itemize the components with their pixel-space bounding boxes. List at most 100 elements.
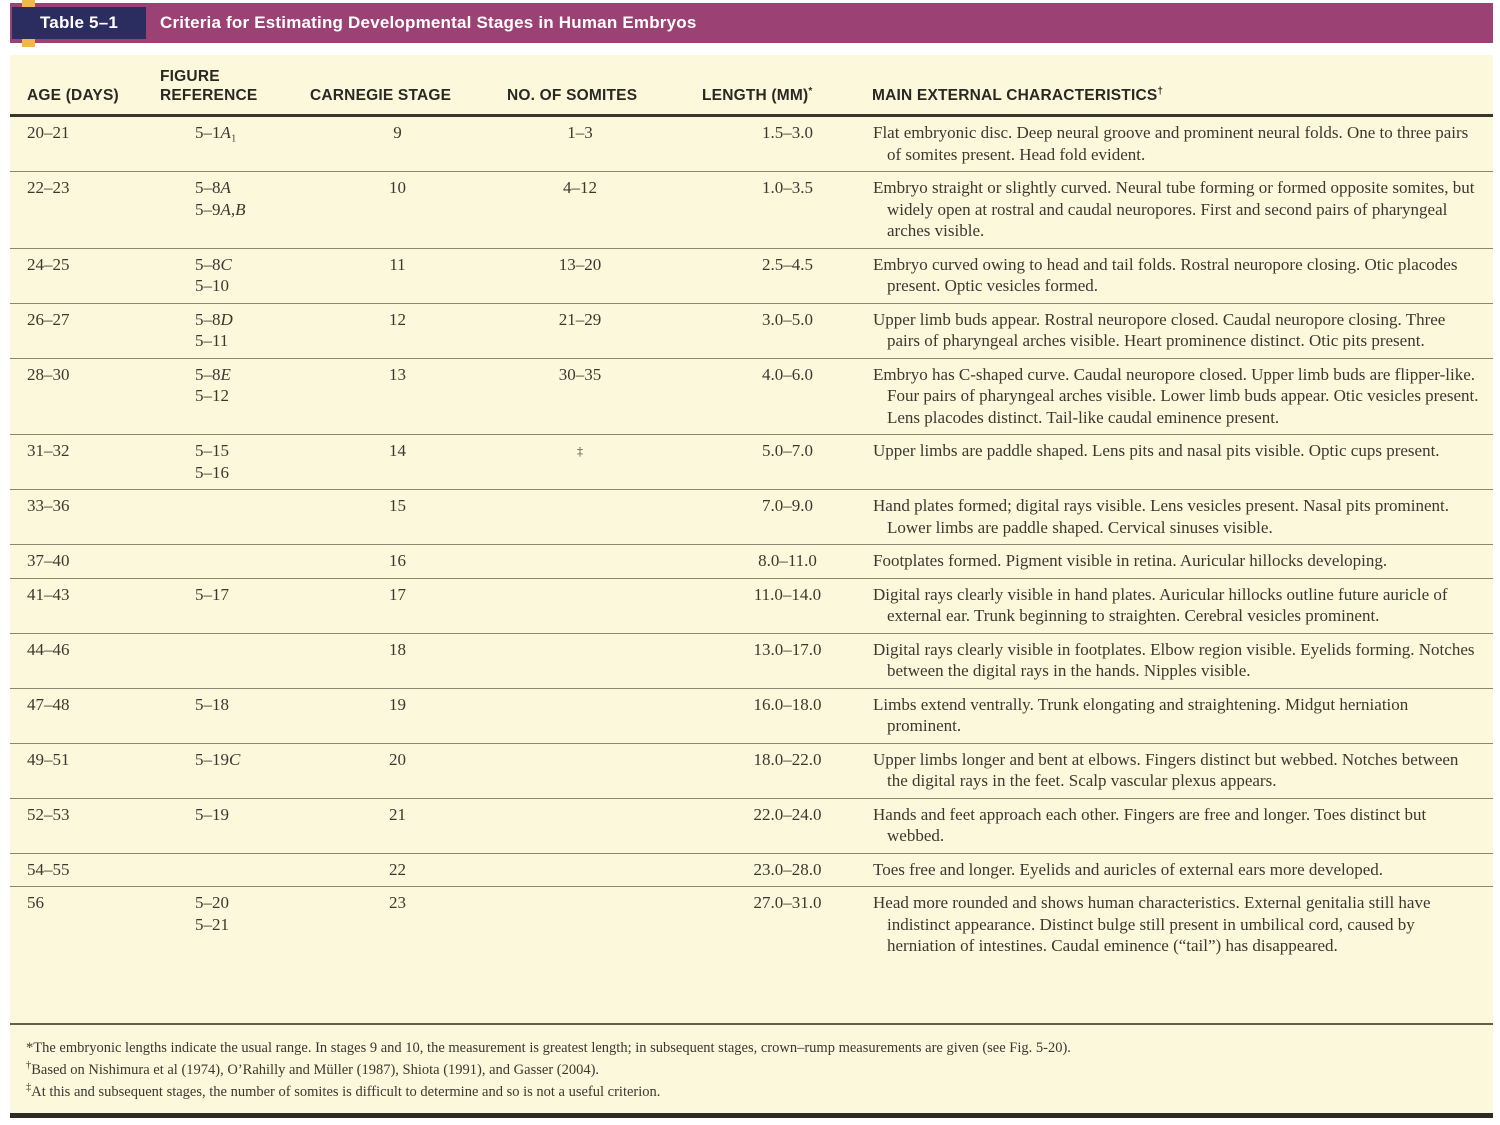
footnote-text: At this and subsequent stages, the numbe… (31, 1084, 661, 1100)
cell-no-of-somites: ‡ (500, 434, 690, 490)
cell-figure-reference: 5–1A₁ (195, 123, 237, 142)
cell-length-mm: 7.0–9.0 (690, 489, 865, 545)
cell-carnegie-stage: 20 (305, 742, 500, 798)
cell-age-days: 54–55 (10, 852, 155, 887)
cell-main-external-characteristics: Footplates formed. Pigment visible in re… (865, 544, 1493, 578)
cell-length-mm: 3.0–5.0 (690, 302, 865, 358)
cell-age-days: 49–51 (10, 742, 155, 798)
cell-length-mm: 1.0–3.5 (690, 171, 865, 248)
column-header-carnegie-stage: CARNEGIE STAGE (305, 55, 500, 117)
table-row: 26–27 5–8D 5–11 12 21–29 3.0–5.0 Upper l… (10, 302, 1493, 358)
cell-length-mm: 23.0–28.0 (690, 852, 865, 887)
table-body: 20–21 5–1A₁ 9 1–3 1.5–3.0 Flat embryonic… (10, 116, 1493, 963)
cell-length-mm: 22.0–24.0 (690, 797, 865, 853)
cell-length-mm: 2.5–4.5 (690, 247, 865, 303)
cell-no-of-somites (500, 544, 690, 578)
cell-no-of-somites: 30–35 (500, 357, 690, 435)
cell-age-days: 22–23 (10, 171, 155, 248)
cell-main-external-characteristics: Flat embryonic disc. Deep neural groove … (873, 123, 1469, 164)
table-sheet: AGE (DAYS) FIGURE REFERENCE CARNEGIE STA… (10, 55, 1493, 1118)
cell-main-external-characteristics: Toes free and longer. Eyelids and auricl… (865, 852, 1493, 887)
footnote-marker-dagger: † (1157, 85, 1163, 97)
cell-age-days: 47–48 (10, 687, 155, 743)
stages-table: AGE (DAYS) FIGURE REFERENCE CARNEGIE STA… (10, 55, 1493, 963)
cell-length-mm: 5.0–7.0 (690, 434, 865, 490)
cell-figure-reference: 5–20 5–21 (155, 886, 305, 963)
table-number-label: Table 5–1 (39, 13, 119, 32)
table-row: 31–32 5–15 5–16 14 ‡ 5.0–7.0 Upper limbs… (10, 434, 1493, 490)
cell-main-external-characteristics: Digital rays clearly visible in hand pla… (865, 577, 1493, 633)
cell-length-mm: 8.0–11.0 (690, 544, 865, 578)
cell-no-of-somites (500, 489, 690, 545)
cell-no-of-somites (500, 852, 690, 887)
cell-no-of-somites: 4–12 (500, 171, 690, 248)
cell-no-of-somites (500, 886, 690, 963)
column-header-main-external-characteristics: MAIN EXTERNAL CHARACTERISTICS† (865, 55, 1493, 117)
cell-age-days: 24–25 (10, 247, 155, 303)
cell-carnegie-stage: 11 (305, 247, 500, 303)
cell-main-external-characteristics: Limbs extend ventrally. Trunk elongating… (865, 687, 1493, 743)
cell-carnegie-stage: 19 (305, 687, 500, 743)
cell-age-days: 37–40 (10, 544, 155, 578)
column-header-length-mm: LENGTH (MM)* (690, 55, 865, 117)
column-header-no-of-somites: NO. OF SOMITES (500, 55, 690, 117)
cell-main-external-characteristics: Digital rays clearly visible in footplat… (865, 632, 1493, 688)
table-row: 54–55 22 23.0–28.0 Toes free and longer.… (10, 852, 1493, 887)
cell-age-days: 26–27 (10, 302, 155, 358)
cell-carnegie-stage: 12 (305, 302, 500, 358)
table-row: 44–46 18 13.0–17.0 Digital rays clearly … (10, 632, 1493, 688)
cell-figure-reference: 5–17 (155, 577, 305, 633)
cell-no-of-somites (500, 687, 690, 743)
cell-no-of-somites (500, 577, 690, 633)
cell-figure-reference: 5–18 (155, 687, 305, 743)
table-row: 20–21 5–1A₁ 9 1–3 1.5–3.0 Flat embryonic… (10, 116, 1493, 172)
footnote: ‡At this and subsequent stages, the numb… (26, 1081, 1477, 1103)
cell-figure-reference (155, 544, 305, 578)
footnote-marker-asterisk: * (808, 85, 813, 97)
cell-carnegie-stage: 21 (305, 797, 500, 853)
cell-no-of-somites: 1–3 (567, 123, 593, 142)
footnote-symbol: ‡ (26, 1082, 32, 1094)
footnote-text: Based on Nishimura et al (1974), O’Rahil… (31, 1062, 600, 1078)
table-header-row: AGE (DAYS) FIGURE REFERENCE CARNEGIE STA… (10, 55, 1493, 117)
cell-main-external-characteristics: Upper limbs are paddle shaped. Lens pits… (865, 434, 1493, 490)
cell-figure-reference (155, 852, 305, 887)
cell-carnegie-stage: 18 (305, 632, 500, 688)
cell-main-external-characteristics: Hands and feet approach each other. Fing… (865, 797, 1493, 853)
cell-carnegie-stage: 15 (305, 489, 500, 545)
cell-figure-reference: 5–8D 5–11 (155, 302, 305, 358)
cell-age-days: 44–46 (10, 632, 155, 688)
cell-carnegie-stage: 14 (305, 434, 500, 490)
table-title-bar (10, 3, 1493, 43)
cell-length-mm: 16.0–18.0 (690, 687, 865, 743)
cell-main-external-characteristics: Hand plates formed; digital rays visible… (865, 489, 1493, 545)
cell-figure-reference: 5–8C 5–10 (155, 247, 305, 303)
footnotes-block: *The embryonic lengths indicate the usua… (10, 1023, 1493, 1113)
cell-no-of-somites (500, 632, 690, 688)
cell-carnegie-stage: 16 (305, 544, 500, 578)
table-row: 22–23 5–8A 5–9A,B 10 4–12 1.0–3.5 Embryo… (10, 171, 1493, 248)
cell-main-external-characteristics: Upper limb buds appear. Rostral neuropor… (865, 302, 1493, 358)
cell-age-days: 28–30 (10, 357, 155, 435)
cell-length-mm: 4.0–6.0 (690, 357, 865, 435)
cell-figure-reference: 5–8A 5–9A,B (155, 171, 305, 248)
table-title: Criteria for Estimating Developmental St… (160, 13, 697, 32)
column-header-figure-reference: FIGURE REFERENCE (155, 55, 305, 117)
cell-carnegie-stage: 22 (305, 852, 500, 887)
cell-length-mm: 18.0–22.0 (690, 742, 865, 798)
cell-carnegie-stage: 10 (305, 171, 500, 248)
table-row: 28–30 5–8E 5–12 13 30–35 4.0–6.0 Embryo … (10, 357, 1493, 435)
cell-age-days: 41–43 (10, 577, 155, 633)
cell-age-days: 20–21 (27, 123, 70, 142)
column-header-age: AGE (DAYS) (10, 55, 155, 117)
table-number-box: Table 5–1 (12, 7, 146, 39)
cell-main-external-characteristics: Embryo curved owing to head and tail fol… (865, 247, 1493, 303)
cell-figure-reference: 5–19C (155, 742, 305, 798)
table-row: 56 5–20 5–21 23 27.0–31.0 Head more roun… (10, 886, 1493, 963)
cell-carnegie-stage: 23 (305, 886, 500, 963)
cell-carnegie-stage: 17 (305, 577, 500, 633)
cell-carnegie-stage: 9 (393, 123, 402, 142)
cell-no-of-somites (500, 742, 690, 798)
table-row: 52–53 5–19 21 22.0–24.0 Hands and feet a… (10, 797, 1493, 853)
